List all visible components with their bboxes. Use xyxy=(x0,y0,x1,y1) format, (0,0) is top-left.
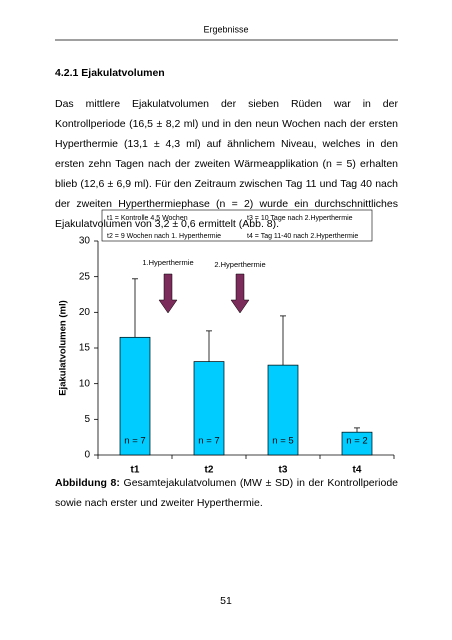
bar xyxy=(119,336,151,456)
y-tick-label: 25 xyxy=(79,271,91,282)
sample-size-label: n = 7 xyxy=(198,436,219,447)
caption-text: Gesamtejakulatvolumen (MW ± SD) in der K… xyxy=(55,477,398,509)
x-tick-label: t4 xyxy=(353,465,362,476)
y-tick-label: 5 xyxy=(84,414,90,425)
arrow xyxy=(158,273,178,314)
y-tick-label: 10 xyxy=(79,378,91,389)
legend-note: t1 = Kontrolle 4,5 Wochen xyxy=(107,215,188,222)
annotation: 1.Hyperthermie xyxy=(142,258,193,267)
y-tick-label: 0 xyxy=(84,450,90,461)
bar xyxy=(267,364,299,456)
caption-label: Abbildung 8: xyxy=(55,477,120,489)
page-number: 51 xyxy=(220,595,232,607)
x-tick-label: t1 xyxy=(131,465,140,476)
bar xyxy=(341,431,373,456)
x-tick-label: t2 xyxy=(205,465,214,476)
y-tick-label: 15 xyxy=(79,343,91,354)
sample-size-label: n = 2 xyxy=(346,436,367,447)
bar xyxy=(193,361,225,456)
legend-box xyxy=(101,209,373,242)
section-heading: 4.2.1 Ejakulatvolumen xyxy=(55,67,165,79)
arrow xyxy=(230,273,250,314)
header-title: Ergebnisse xyxy=(203,24,248,34)
sample-size-label: n = 5 xyxy=(272,436,293,447)
sample-size-label: n = 7 xyxy=(124,436,145,447)
annotation: 2.Hyperthermie xyxy=(214,260,265,269)
paragraph: Das mittlere Ejakulatvolumen der sieben … xyxy=(55,98,398,230)
legend-note: t4 = Tag 11-40 nach 2.Hyperthermie xyxy=(247,233,358,240)
legend-note: t3 = 10 Tage nach 2.Hyperthermie xyxy=(247,215,353,222)
legend-note: t2 = 9 Wochen nach 1. Hyperthermie xyxy=(107,233,221,240)
caption: Abbildung 8: Gesamtejakulatvolumen (MW ±… xyxy=(55,473,398,513)
y-tick-label: 20 xyxy=(79,307,91,318)
y-axis-label: Ejakulatvolumen (ml) xyxy=(58,300,69,396)
x-tick-label: t3 xyxy=(279,465,288,476)
y-tick-label: 30 xyxy=(79,236,91,247)
